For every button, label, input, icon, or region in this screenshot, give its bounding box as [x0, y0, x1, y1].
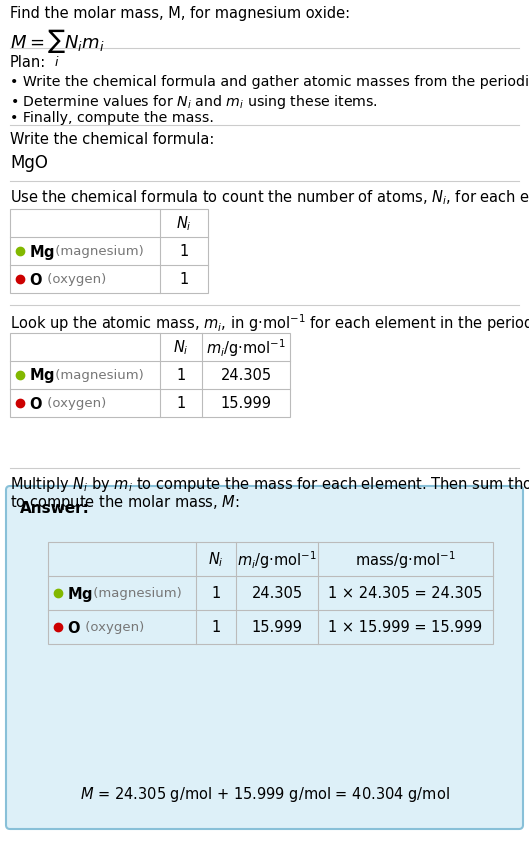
Text: (magnesium): (magnesium): [51, 245, 144, 258]
Text: $\mathbf{O}$: $\mathbf{O}$: [29, 272, 43, 287]
Text: mass/g·mol$^{-1}$: mass/g·mol$^{-1}$: [355, 548, 456, 570]
Text: 1: 1: [176, 396, 186, 411]
Text: Answer:: Answer:: [20, 501, 90, 515]
Text: $M = \sum_i N_i m_i$: $M = \sum_i N_i m_i$: [10, 28, 104, 69]
Text: • Determine values for $N_i$ and $m_i$ using these items.: • Determine values for $N_i$ and $m_i$ u…: [10, 93, 378, 111]
Text: 1: 1: [212, 586, 221, 601]
Text: 24.305: 24.305: [251, 586, 303, 601]
Text: Write the chemical formula:: Write the chemical formula:: [10, 132, 214, 147]
Bar: [10, 334, 290, 417]
Text: 1: 1: [179, 244, 189, 259]
Text: • Write the chemical formula and gather atomic masses from the periodic table.: • Write the chemical formula and gather …: [10, 75, 529, 89]
Text: $\mathbf{Mg}$: $\mathbf{Mg}$: [29, 242, 55, 261]
Text: $N_i$: $N_i$: [173, 339, 189, 357]
Text: $\mathbf{O}$: $\mathbf{O}$: [67, 619, 81, 635]
Text: (oxygen): (oxygen): [43, 397, 106, 410]
Text: $M$ = 24.305 g/mol + 15.999 g/mol = 40.304 g/mol: $M$ = 24.305 g/mol + 15.999 g/mol = 40.3…: [79, 784, 450, 803]
Text: • Finally, compute the mass.: • Finally, compute the mass.: [10, 111, 214, 125]
Text: 1 × 15.999 = 15.999: 1 × 15.999 = 15.999: [329, 620, 482, 635]
Text: 15.999: 15.999: [221, 396, 271, 411]
Text: (magnesium): (magnesium): [89, 587, 182, 600]
Text: 15.999: 15.999: [251, 620, 303, 635]
Text: Plan:: Plan:: [10, 55, 46, 70]
Text: $\mathbf{Mg}$: $\mathbf{Mg}$: [29, 366, 55, 385]
Text: $N_i$: $N_i$: [208, 550, 224, 569]
Bar: [10, 210, 208, 293]
Text: 1: 1: [212, 620, 221, 635]
Text: Look up the atomic mass, $m_i$, in g·mol$^{-1}$ for each element in the periodic: Look up the atomic mass, $m_i$, in g·mol…: [10, 311, 529, 334]
Text: (magnesium): (magnesium): [51, 369, 144, 382]
Text: $\mathbf{O}$: $\mathbf{O}$: [29, 396, 43, 411]
Text: $m_i$/g·mol$^{-1}$: $m_i$/g·mol$^{-1}$: [206, 337, 286, 358]
Text: MgO: MgO: [10, 154, 48, 171]
Text: 1 × 24.305 = 24.305: 1 × 24.305 = 24.305: [329, 586, 482, 601]
Text: $N_i$: $N_i$: [176, 214, 192, 233]
Text: Find the molar mass, M, for magnesium oxide:: Find the molar mass, M, for magnesium ox…: [10, 6, 350, 21]
FancyBboxPatch shape: [6, 486, 523, 829]
Text: (oxygen): (oxygen): [43, 273, 106, 286]
Text: to compute the molar mass, $M$:: to compute the molar mass, $M$:: [10, 492, 240, 512]
Bar: [48, 543, 493, 644]
Text: Multiply $N_i$ by $m_i$ to compute the mass for each element. Then sum those val: Multiply $N_i$ by $m_i$ to compute the m…: [10, 474, 529, 493]
Text: 24.305: 24.305: [221, 368, 271, 383]
Text: 1: 1: [176, 368, 186, 383]
Text: $m_i$/g·mol$^{-1}$: $m_i$/g·mol$^{-1}$: [237, 548, 317, 570]
Text: (oxygen): (oxygen): [81, 621, 144, 634]
Text: 1: 1: [179, 272, 189, 287]
Text: Use the chemical formula to count the number of atoms, $N_i$, for each element:: Use the chemical formula to count the nu…: [10, 188, 529, 206]
Text: $\mathbf{Mg}$: $\mathbf{Mg}$: [67, 583, 93, 603]
